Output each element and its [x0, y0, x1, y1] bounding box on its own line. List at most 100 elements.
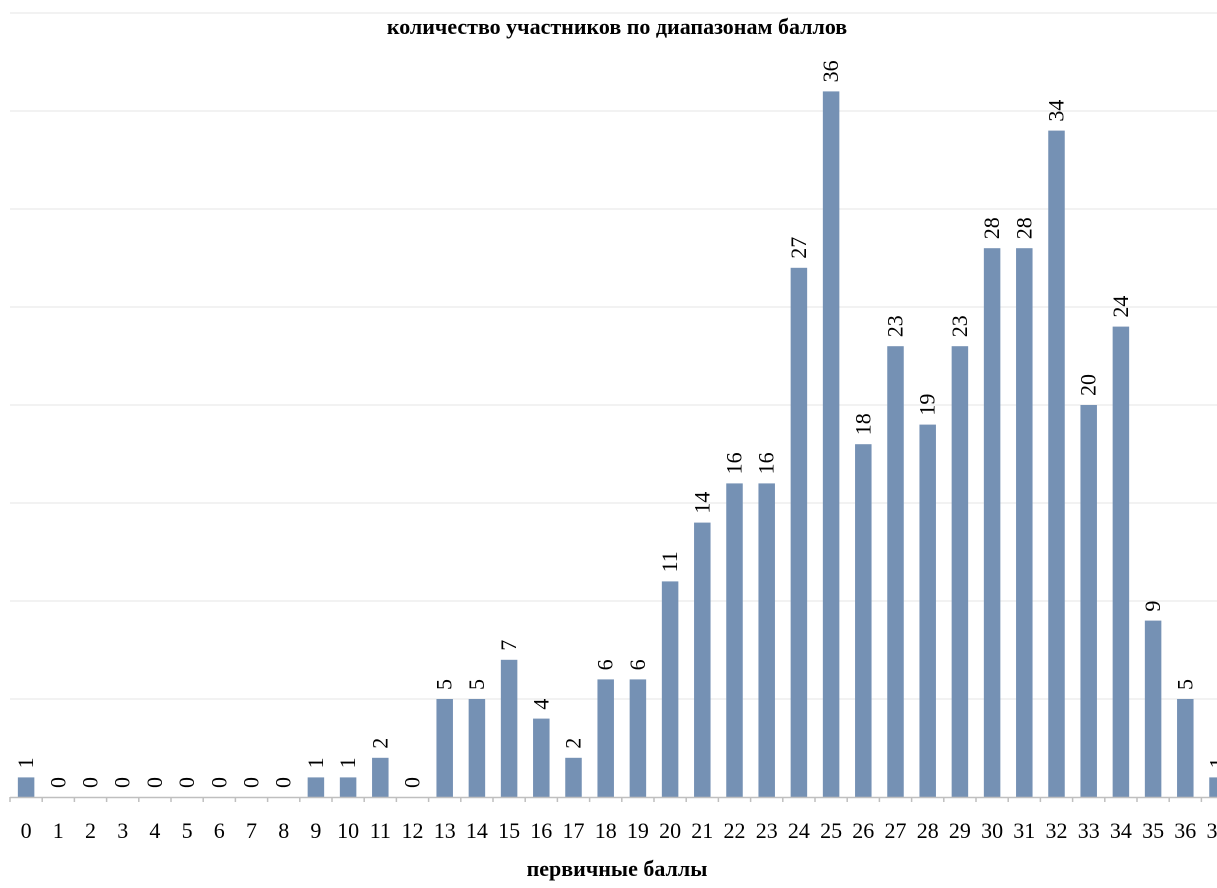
bar — [661, 581, 679, 797]
x-tick-label: 30 — [981, 818, 1003, 843]
data-label: 0 — [400, 777, 425, 788]
bar — [1016, 248, 1033, 797]
x-tick-label: 29 — [949, 818, 971, 843]
data-label: 34 — [1044, 100, 1069, 122]
data-label: 1 — [335, 757, 360, 768]
x-tick-label: 22 — [724, 818, 746, 843]
x-tick-label: 8 — [278, 818, 289, 843]
x-tick-label: 37 — [1207, 818, 1217, 843]
data-label: 1 — [1205, 757, 1217, 768]
data-label: 16 — [754, 452, 779, 474]
x-tick-label: 14 — [466, 818, 488, 843]
data-label: 0 — [45, 777, 70, 788]
x-tick-label: 10 — [337, 818, 359, 843]
data-label: 0 — [271, 777, 296, 788]
bar — [919, 424, 936, 797]
data-label: 20 — [1076, 374, 1101, 396]
bar — [983, 248, 1001, 797]
bar — [855, 444, 872, 797]
bar — [372, 757, 389, 797]
bar — [1048, 130, 1065, 798]
bar — [468, 699, 486, 797]
x-tick-label: 26 — [852, 818, 874, 843]
data-label: 2 — [367, 738, 392, 749]
bar — [597, 679, 614, 797]
x-tick-label: 6 — [214, 818, 225, 843]
data-label: 5 — [1172, 679, 1197, 690]
data-label: 36 — [818, 60, 843, 82]
x-tick-label: 11 — [370, 818, 391, 843]
bar — [951, 346, 969, 797]
data-label: 0 — [239, 777, 264, 788]
bar — [1112, 326, 1130, 797]
data-label: 27 — [786, 237, 811, 259]
bar — [1144, 620, 1162, 797]
x-tick-labels: 0 1 2 3 4 5 6 7 8 9 10 11 12 13 14 15 16 17 18 19 20 21 22 23 24… — [21, 818, 1217, 843]
x-tick-label: 7 — [246, 818, 257, 843]
bar — [500, 659, 518, 797]
bar — [339, 777, 357, 797]
data-label: 11 — [657, 551, 682, 572]
data-label: 23 — [883, 315, 908, 337]
x-tick-label: 12 — [402, 818, 424, 843]
bar — [726, 483, 743, 797]
x-tick-label: 3 — [117, 818, 128, 843]
x-tick-label: 21 — [691, 818, 713, 843]
data-label: 19 — [915, 394, 940, 416]
bar — [1080, 405, 1097, 797]
data-label: 7 — [496, 640, 521, 651]
data-label: 14 — [689, 492, 714, 514]
x-tick-label: 28 — [917, 818, 939, 843]
data-label: 0 — [206, 777, 231, 788]
data-label: 18 — [850, 413, 875, 435]
bar — [758, 483, 775, 797]
x-tick-label: 31 — [1013, 818, 1035, 843]
bar — [1209, 777, 1217, 797]
data-label: 28 — [979, 217, 1004, 239]
data-label: 9 — [1140, 601, 1165, 612]
x-tick-label: 34 — [1110, 818, 1132, 843]
data-label: 4 — [528, 699, 553, 710]
x-tick-label: 17 — [563, 818, 585, 843]
data-label: 1 — [13, 757, 38, 768]
x-tick-label: 15 — [498, 818, 520, 843]
data-label: 6 — [625, 659, 650, 670]
x-tick-label: 35 — [1142, 818, 1164, 843]
data-label: 16 — [722, 452, 747, 474]
bar — [822, 91, 840, 797]
data-label: 5 — [432, 679, 457, 690]
data-label: 5 — [464, 679, 489, 690]
data-label: 0 — [174, 777, 199, 788]
data-label: 6 — [593, 659, 618, 670]
x-tick-label: 0 — [21, 818, 32, 843]
grid-lines — [10, 12, 1217, 700]
x-tick-label: 16 — [530, 818, 552, 843]
bar — [1177, 699, 1194, 797]
bar — [307, 777, 325, 797]
data-label: 0 — [142, 777, 167, 788]
data-label: 28 — [1011, 217, 1036, 239]
data-label: 24 — [1108, 296, 1133, 318]
data-label: 0 — [110, 777, 135, 788]
bar — [887, 346, 904, 797]
x-tick-label: 20 — [659, 818, 681, 843]
x-axis-label: первичные баллы — [526, 856, 708, 881]
x-tick-label: 18 — [595, 818, 617, 843]
x-tick-label: 27 — [885, 818, 907, 843]
x-tick-label: 23 — [756, 818, 778, 843]
data-label: 23 — [947, 315, 972, 337]
x-tick-label: 32 — [1046, 818, 1068, 843]
x-tick-label: 36 — [1174, 818, 1196, 843]
bar — [629, 679, 647, 797]
data-label: 1 — [303, 757, 328, 768]
bar — [436, 699, 453, 797]
x-tick-label: 33 — [1078, 818, 1100, 843]
x-tick-label: 19 — [627, 818, 649, 843]
chart-title: количество участников по диапазонам балл… — [386, 14, 848, 39]
x-tick-label: 5 — [182, 818, 193, 843]
data-label: 2 — [561, 738, 586, 749]
bar — [17, 777, 35, 797]
bar — [565, 757, 582, 797]
